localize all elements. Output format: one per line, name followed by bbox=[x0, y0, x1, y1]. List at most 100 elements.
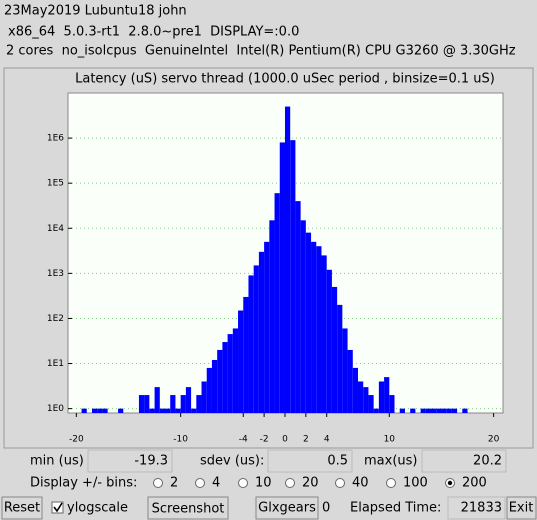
bar bbox=[258, 251, 265, 413]
bins-label: Display +/- bins: bbox=[30, 476, 137, 491]
bins-option[interactable]: 200 bbox=[462, 476, 487, 491]
glxgears-count: 0 bbox=[322, 501, 330, 516]
bar bbox=[274, 193, 280, 413]
x-tick-label: -4 bbox=[239, 435, 248, 445]
bar bbox=[248, 275, 254, 413]
bar bbox=[311, 241, 317, 413]
bins-radio[interactable] bbox=[153, 478, 163, 488]
ylogscale-label[interactable]: ylogscale bbox=[67, 501, 128, 516]
bar bbox=[165, 408, 171, 413]
sdev-value: 0.5 bbox=[327, 454, 348, 469]
bar bbox=[425, 408, 432, 413]
y-tick-label: 1E5 bbox=[47, 179, 64, 189]
bins-radio[interactable] bbox=[335, 478, 345, 488]
glxgears-button[interactable] bbox=[255, 496, 319, 520]
x-tick-label: 10 bbox=[384, 435, 396, 445]
bar bbox=[300, 220, 306, 413]
x-tick-label: 4 bbox=[324, 435, 330, 445]
header-line: 23May2019 Lubuntu18 john bbox=[4, 4, 187, 19]
y-tick-label: 1E3 bbox=[47, 269, 64, 279]
bar bbox=[159, 408, 166, 413]
x-tick-label: -10 bbox=[173, 435, 188, 445]
bins-option[interactable]: 20 bbox=[302, 476, 319, 491]
bar bbox=[144, 395, 150, 413]
bar bbox=[389, 395, 395, 413]
bar bbox=[316, 246, 322, 413]
x-tick-label: 2 bbox=[303, 435, 309, 445]
bar bbox=[264, 241, 270, 413]
radio-dot bbox=[447, 480, 453, 486]
bar bbox=[154, 387, 160, 413]
exit-button[interactable] bbox=[506, 496, 537, 520]
screenshot-button[interactable] bbox=[147, 496, 229, 520]
bar bbox=[446, 408, 452, 413]
bins-option[interactable]: 10 bbox=[255, 476, 272, 491]
bar bbox=[201, 381, 207, 413]
glxgears-label[interactable]: Glxgears bbox=[258, 501, 316, 516]
bins-option[interactable]: 2 bbox=[170, 476, 178, 491]
bar bbox=[91, 408, 98, 413]
bins-radio[interactable] bbox=[285, 478, 295, 488]
bins-radio[interactable] bbox=[195, 478, 205, 488]
bar bbox=[97, 408, 103, 413]
bar bbox=[347, 349, 353, 413]
bar bbox=[295, 201, 301, 413]
bar bbox=[180, 395, 186, 413]
x-tick-label: 0 bbox=[282, 435, 288, 445]
sdev-field bbox=[267, 449, 353, 473]
bins-option[interactable]: 100 bbox=[403, 476, 428, 491]
bar bbox=[358, 381, 364, 413]
bar bbox=[290, 140, 296, 413]
bins-radio[interactable] bbox=[238, 478, 248, 488]
bar bbox=[102, 408, 108, 413]
bins-radio[interactable] bbox=[386, 478, 396, 488]
bar bbox=[462, 408, 468, 413]
check-mark bbox=[53, 502, 63, 513]
y-tick-label: 1E0 bbox=[47, 404, 64, 414]
bar bbox=[384, 377, 390, 413]
x-tick-label: -2 bbox=[260, 435, 269, 445]
bar bbox=[436, 408, 442, 413]
header-line: x86_64 5.0.3-rt1 2.8.0~pre1 DISPLAY=:0.0 bbox=[8, 25, 299, 40]
bar bbox=[149, 408, 155, 413]
y-tick-label: 1E2 bbox=[47, 314, 64, 324]
bar bbox=[217, 349, 223, 413]
reset-label[interactable]: Reset bbox=[4, 501, 40, 516]
min-value: -19.3 bbox=[134, 454, 168, 469]
screenshot-label[interactable]: Screenshot bbox=[152, 502, 225, 517]
x-tick-label: -20 bbox=[69, 435, 84, 445]
sdev-label: sdev (us): bbox=[200, 454, 264, 469]
bar bbox=[118, 408, 124, 413]
bar bbox=[191, 408, 197, 413]
header-line: 2 cores no_isolcpus GenuineIntel Intel(R… bbox=[6, 44, 516, 59]
ylogscale-checkbox[interactable] bbox=[51, 501, 64, 514]
bar bbox=[378, 381, 385, 413]
bar bbox=[196, 395, 202, 413]
max-label: max(us) bbox=[364, 454, 417, 469]
elapsed-label: Elapsed Time: bbox=[350, 501, 441, 516]
bar bbox=[206, 367, 212, 413]
bar bbox=[326, 269, 332, 413]
min-label: min (us) bbox=[30, 454, 84, 469]
exit-label[interactable]: Exit bbox=[509, 501, 534, 516]
bar bbox=[352, 367, 358, 413]
reset-button[interactable] bbox=[1, 496, 43, 520]
bar bbox=[185, 387, 192, 413]
bins-option[interactable]: 4 bbox=[212, 476, 220, 491]
bar bbox=[253, 265, 259, 413]
bar bbox=[342, 328, 348, 413]
max-field bbox=[421, 449, 507, 473]
bar bbox=[81, 408, 87, 413]
bar bbox=[431, 408, 437, 413]
bar bbox=[410, 408, 416, 413]
bar bbox=[399, 408, 405, 413]
bar bbox=[243, 296, 249, 413]
y-tick-label: 1E1 bbox=[47, 359, 64, 369]
bar bbox=[337, 304, 343, 413]
bins-option[interactable]: 40 bbox=[352, 476, 369, 491]
max-value: 20.2 bbox=[473, 454, 502, 469]
bar bbox=[451, 408, 458, 413]
bar bbox=[269, 220, 275, 413]
bar bbox=[211, 359, 218, 413]
